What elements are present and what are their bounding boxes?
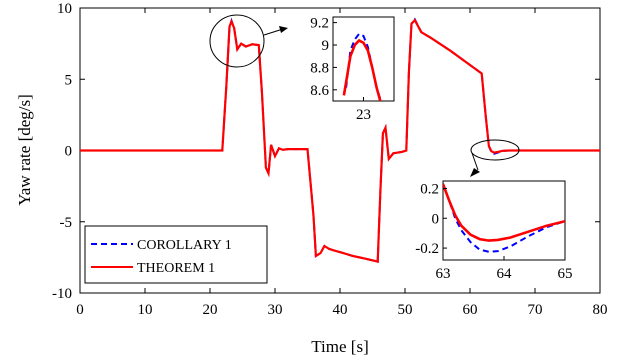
x-tick-label: 20 [203, 302, 218, 318]
inset-y-tick-label: 0 [432, 211, 440, 227]
y-tick-label: -5 [60, 215, 73, 231]
y-tick-label: 5 [65, 72, 73, 88]
inset-frame [442, 180, 566, 261]
x-tick-label: 30 [268, 302, 283, 318]
inset-y-tick-label: 9 [322, 38, 330, 54]
series-line-theorem [80, 18, 600, 263]
inset-y-tick-label: 0.2 [420, 181, 439, 197]
x-axis-ticks: 0 10 20 30 40 50 60 70 80 [76, 8, 608, 318]
zoom-arrowhead-peak [279, 26, 288, 33]
zoom-ellipse-tail [470, 139, 520, 161]
inset-line-theorem [443, 183, 565, 242]
inset-y-tick-label: 8.8 [310, 60, 329, 76]
x-tick-label: 0 [76, 302, 84, 318]
legend-box [84, 225, 268, 284]
x-tick-label: 50 [398, 302, 413, 318]
inset-peak: 23 9.2 9 8.8 8.6 [310, 16, 395, 123]
x-tick-label: 10 [138, 302, 153, 318]
inset-x-tick-label: 64 [497, 266, 513, 282]
inset-y-tick-label: 9.2 [310, 16, 329, 32]
inset-x-tick-label: 65 [558, 266, 573, 282]
x-axis-title: Time [s] [311, 337, 368, 356]
inset-line-theorem [342, 38, 382, 101]
inset-line-corollary [345, 32, 382, 101]
inset-frame [332, 16, 395, 102]
x-tick-label: 70 [528, 302, 543, 318]
y-axis-title: Yaw rate [deg/s] [15, 94, 34, 206]
zoom-arrow-tail [471, 152, 479, 171]
legend-label-theorem: THEOREM 1 [137, 261, 215, 276]
inset-y-tick-label: -0.2 [415, 241, 439, 257]
x-tick-label: 40 [333, 302, 348, 318]
y-tick-label: 0 [65, 144, 73, 160]
y-tick-label: 10 [57, 1, 72, 17]
legend-label-corollary: COROLLARY 1 [137, 238, 232, 253]
zoom-circle-peak [209, 14, 265, 68]
inset-series [443, 183, 565, 253]
series-layer [80, 17, 600, 263]
y-tick-label: -10 [52, 286, 72, 302]
inset-x-tick-label: 23 [356, 107, 371, 123]
zoom-arrowhead-tail [470, 168, 480, 177]
zoom-arrow-peak [263, 28, 284, 36]
inset-x-tick-label: 63 [436, 266, 451, 282]
inset-y-tick-label: 8.6 [310, 83, 329, 99]
legend: COROLLARY 1 THEOREM 1 [84, 225, 268, 284]
x-tick-label: 60 [463, 302, 478, 318]
x-tick-label: 80 [593, 302, 608, 318]
y-axis-ticks: 10 5 0 -5 -10 [52, 1, 600, 302]
inset-tail: 63 64 65 0.2 0 -0.2 [415, 180, 573, 282]
inset-series [342, 32, 382, 101]
